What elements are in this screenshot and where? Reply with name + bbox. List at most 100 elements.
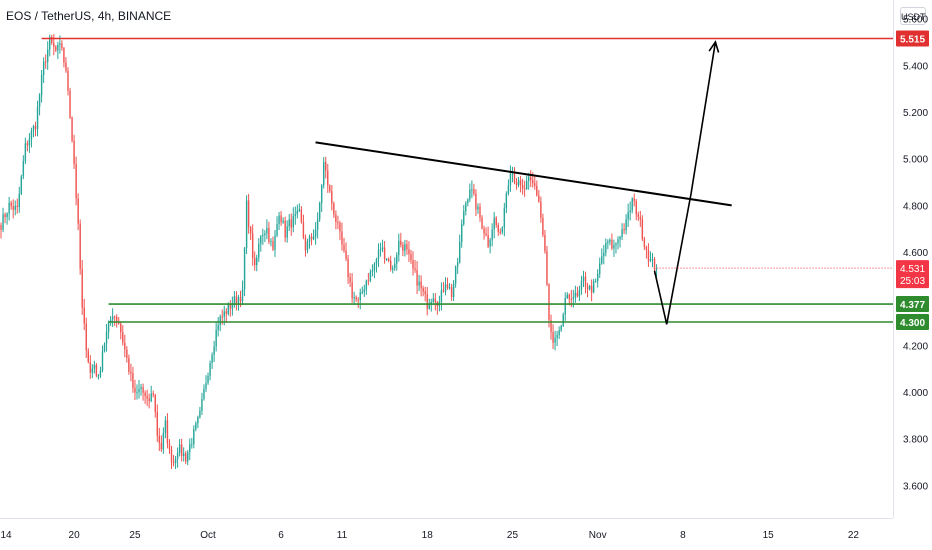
x-tick-label: 25 — [507, 530, 519, 541]
candle-body — [586, 286, 589, 290]
candle-body — [365, 280, 368, 290]
candle-body — [329, 185, 331, 192]
candle-body — [211, 354, 213, 364]
candle-body — [461, 223, 463, 243]
candle-body — [120, 323, 122, 333]
candle-body — [4, 214, 6, 218]
candle-body — [113, 316, 116, 318]
candle-body — [473, 189, 475, 194]
candle-body — [115, 316, 118, 322]
candle-body — [345, 250, 347, 259]
candle-body — [176, 452, 179, 460]
candle-body — [270, 241, 272, 243]
candle-body — [87, 350, 89, 362]
candle-body — [570, 298, 573, 300]
candle-body — [359, 292, 361, 301]
candle-body — [81, 268, 83, 308]
candle-body — [111, 316, 114, 320]
candle-body — [410, 254, 412, 261]
candle-body — [209, 363, 211, 376]
candle-body — [564, 297, 566, 315]
candle-body — [32, 126, 35, 131]
candle-body — [371, 270, 374, 272]
candle-body — [631, 198, 633, 211]
candle-body — [8, 202, 10, 214]
candle-body — [239, 297, 242, 302]
x-tick-label: 6 — [278, 530, 284, 541]
candle-body — [333, 203, 335, 215]
candle-body — [383, 247, 386, 260]
candle-body — [503, 207, 506, 228]
candle-body — [339, 223, 341, 232]
candle-body — [655, 268, 658, 270]
candle-body — [400, 240, 402, 246]
candle-body — [530, 176, 532, 181]
candle-body — [310, 236, 313, 240]
candle-body — [414, 268, 416, 270]
candle-body — [613, 245, 615, 249]
candle-body — [152, 393, 154, 395]
candle-body — [651, 258, 654, 260]
candle-body — [164, 420, 167, 433]
candle-body — [63, 48, 65, 63]
candle-body — [408, 249, 410, 255]
candle-body — [10, 202, 12, 207]
candle-body — [314, 229, 317, 237]
candle-body — [6, 213, 8, 218]
candle-body — [278, 215, 280, 225]
candle-body — [396, 255, 398, 264]
last-price-tag — [896, 260, 929, 289]
candle-body — [49, 37, 51, 50]
candle-body — [609, 239, 611, 242]
candle-body — [170, 448, 173, 463]
candle-body — [128, 358, 130, 372]
candle-body — [633, 198, 635, 201]
candle-body — [444, 284, 447, 292]
candle-body — [629, 210, 631, 213]
candle-body — [187, 452, 189, 462]
candle-body — [22, 161, 25, 177]
candle-body — [452, 283, 455, 297]
candle-body — [605, 242, 607, 253]
candle-body — [154, 394, 156, 412]
candle-body — [398, 240, 400, 256]
candle-body — [347, 258, 349, 278]
candle-body — [294, 214, 297, 216]
candle-body — [182, 453, 185, 456]
candle-body — [73, 140, 75, 165]
candle-body — [481, 217, 483, 229]
candle-body — [351, 282, 353, 299]
candle-body — [582, 276, 585, 281]
candle-body — [424, 291, 426, 295]
candle-body — [191, 444, 193, 446]
candle-body — [38, 94, 41, 107]
candle-body — [422, 288, 424, 292]
candle-body — [489, 239, 491, 247]
candle-body — [215, 329, 217, 347]
candle-body — [160, 442, 163, 450]
candle-body — [221, 316, 223, 318]
candle-body — [536, 185, 538, 196]
candle-body — [140, 387, 142, 389]
candle-body — [639, 216, 642, 220]
candle-body — [440, 290, 443, 303]
candle-body — [51, 37, 53, 43]
candle-body — [166, 420, 169, 444]
candle-body — [363, 289, 366, 292]
candle-body — [485, 233, 487, 236]
candle-body — [637, 214, 640, 217]
candle-body — [499, 232, 501, 234]
candle-body — [46, 49, 49, 62]
candle-body — [219, 316, 221, 326]
candle-body — [256, 257, 258, 266]
currency-button[interactable]: USDT — [900, 7, 926, 25]
candle-body — [245, 200, 248, 249]
candle-body — [174, 459, 177, 464]
y-tick-label: 3.800 — [903, 435, 928, 446]
candle-body — [274, 235, 276, 250]
projection-arrow — [653, 41, 717, 325]
candle-body — [590, 285, 593, 293]
candle-body — [197, 416, 199, 424]
candle-body — [316, 219, 319, 230]
